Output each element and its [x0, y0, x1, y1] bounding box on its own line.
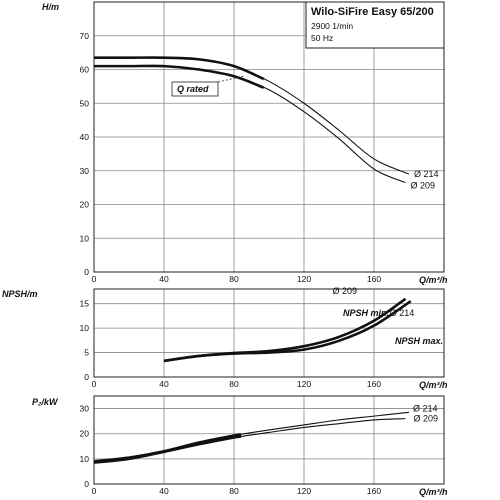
power-y-tick-label: 0 — [84, 479, 89, 489]
npsh-series-label: Ø 209 — [333, 286, 358, 296]
power-xlabel: Q/m³/h — [419, 487, 448, 497]
head-x-tick-label: 0 — [92, 274, 97, 284]
title-box-frame — [305, 1, 445, 49]
title-box: Wilo-SiFire Easy 65/200 2900 1/min 50 Hz — [305, 1, 445, 49]
npsh-y-tick-label: 0 — [84, 372, 89, 382]
npsh-y-tick-label: 5 — [84, 348, 89, 358]
head-panel: 0 40 80 120 160 0 10 20 30 40 50 60 70 Ø 214 Ø 209 — [80, 1, 445, 284]
head-plot-frame — [93, 1, 445, 273]
head-ylabel: H/m — [42, 2, 59, 12]
power-x-tick-label: 40 — [159, 486, 169, 496]
head-x-tick-label: 80 — [229, 274, 239, 284]
npsh-xlabel: Q/m³/h — [419, 380, 448, 390]
npsh-x-tick-label: 160 — [367, 379, 381, 389]
npsh-plot-frame — [93, 288, 445, 378]
power-plot-frame — [93, 395, 445, 485]
pump-title: Wilo-SiFire Easy 65/200 — [311, 6, 434, 18]
pump-frequency: 50 Hz — [311, 33, 333, 43]
npsh-min-label: NPSH min. — [343, 308, 389, 318]
head-series-operating-range — [94, 64, 265, 89]
head-y-tick-label: 30 — [80, 166, 90, 176]
head-y-tick-label: 50 — [80, 98, 90, 108]
pump-speed: 2900 1/min — [311, 21, 353, 31]
head-y-tick-label: 40 — [80, 132, 90, 142]
head-series-line — [94, 57, 410, 175]
power-x-tick-label: 160 — [367, 486, 381, 496]
head-y-tick-label: 0 — [84, 267, 89, 277]
power-x-tick-label: 80 — [229, 486, 239, 496]
q-rated-annotation: Q rated — [171, 75, 245, 97]
head-y-tick-label: 60 — [80, 65, 90, 75]
head-series-label: Ø 209 — [411, 181, 436, 191]
npsh-max-label: NPSH max. — [395, 336, 443, 346]
power-ylabel: P₂/kW — [32, 397, 59, 407]
power-series-operating-range — [93, 435, 242, 464]
npsh-x-tick-label: 120 — [297, 379, 311, 389]
npsh-x-tick-label: 40 — [159, 379, 169, 389]
power-series-operating-range — [93, 433, 242, 463]
npsh-x-tick-label: 80 — [229, 379, 239, 389]
q-rated-label: Q rated — [177, 84, 209, 94]
power-x-tick-label: 0 — [92, 486, 97, 496]
power-y-tick-label: 30 — [80, 404, 90, 414]
head-y-tick-label: 10 — [80, 233, 90, 243]
npsh-series-label: Ø 214 — [390, 308, 415, 318]
q-rated-leader — [217, 75, 245, 83]
npsh-y-tick-label: 10 — [80, 323, 90, 333]
power-x-tick-label: 120 — [297, 486, 311, 496]
head-series-line — [94, 65, 406, 184]
power-y-tick-label: 10 — [80, 454, 90, 464]
npsh-y-tick-label: 15 — [80, 299, 90, 309]
npsh-ylabel: NPSH/m — [2, 289, 38, 299]
power-y-tick-label: 20 — [80, 429, 90, 439]
q-rated-box — [171, 81, 219, 97]
npsh-panel: 0 40 80 120 160 0 5 10 15 Ø 209 Ø 214 — [80, 286, 445, 389]
head-series-operating-range — [94, 56, 265, 81]
head-y-tick-label: 20 — [80, 200, 90, 210]
head-x-tick-label: 40 — [159, 274, 169, 284]
power-series-label: Ø 214 — [413, 403, 438, 413]
head-x-tick-label: 160 — [367, 274, 381, 284]
head-series-label: Ø 214 — [414, 169, 439, 179]
head-x-tick-label: 120 — [297, 274, 311, 284]
npsh-x-tick-label: 0 — [92, 379, 97, 389]
head-y-tick-label: 70 — [80, 31, 90, 41]
power-series-line — [93, 411, 410, 462]
npsh-series-line — [163, 300, 412, 363]
head-xlabel: Q/m³/h — [419, 275, 448, 285]
power-series-label: Ø 209 — [414, 414, 439, 424]
